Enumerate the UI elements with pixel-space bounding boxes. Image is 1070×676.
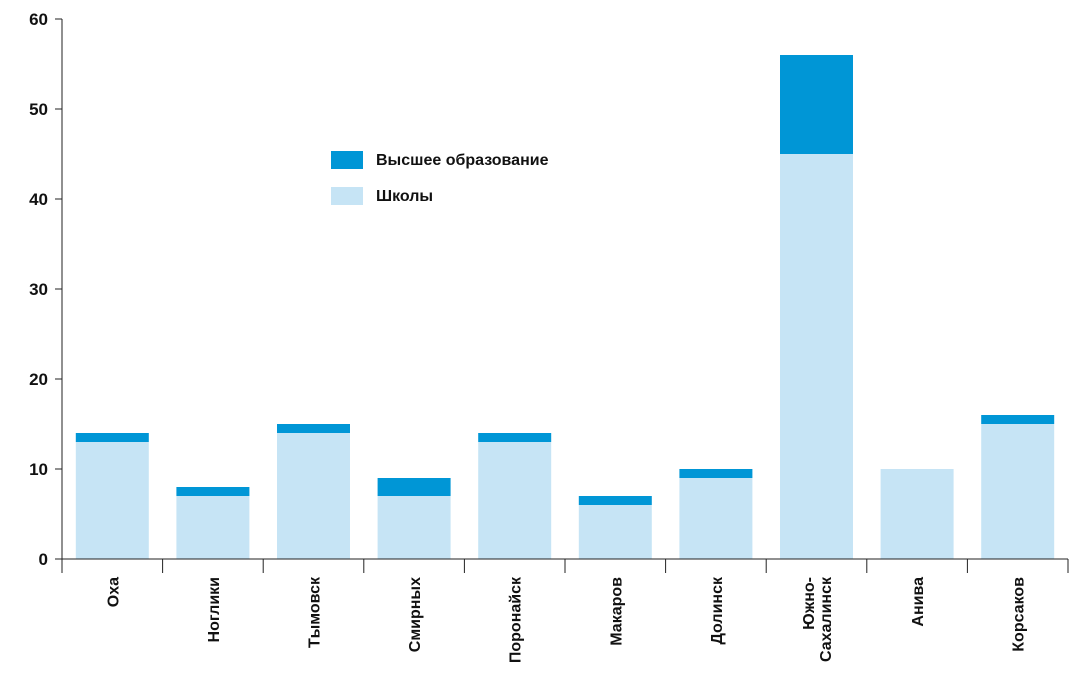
x-tick-label-line: Южно- xyxy=(801,577,818,630)
bar-segment-series-0-cat-3 xyxy=(377,496,451,559)
bar-segment-series-0-cat-8 xyxy=(880,469,954,559)
x-tick-label-line: Корсаков xyxy=(1011,577,1028,652)
bar-segment-series-1-cat-6 xyxy=(679,469,753,478)
x-tick-label-line: Смирных xyxy=(407,577,424,652)
legend: Высшее образование Школы xyxy=(331,151,549,205)
bar-segment-series-0-cat-2 xyxy=(277,433,350,559)
axes-layer: 0 10 20 30 40 50 60 Оха Ноглики Тымовск Смирных Пор… xyxy=(29,10,1069,663)
x-tick-label: Ноглики xyxy=(206,577,223,642)
bar-segment-series-1-cat-9 xyxy=(981,415,1055,424)
bar-segment-series-1-cat-2 xyxy=(277,424,350,433)
bar-segment-series-0-cat-7 xyxy=(780,154,853,559)
x-tick-label-line: Анива xyxy=(910,577,927,627)
bar-segment-series-0-cat-5 xyxy=(578,505,652,559)
legend-swatch xyxy=(331,187,363,205)
x-tick-label-line: Макаров xyxy=(608,577,625,646)
x-tick-label: Поронайск xyxy=(508,576,525,663)
x-tick-label: Смирных xyxy=(407,577,424,652)
legend-label: Школы xyxy=(376,188,433,205)
bar-segment-series-1-cat-1 xyxy=(176,487,250,496)
x-tick-label: Тымовск xyxy=(307,576,324,648)
bar-segment-series-0-cat-1 xyxy=(176,496,250,559)
x-tick-label: Макаров xyxy=(608,577,625,646)
x-tick-label: Оха xyxy=(105,577,122,607)
y-tick-label: 0 xyxy=(39,550,48,569)
legend-label: Высшее образование xyxy=(376,152,549,169)
bars-layer xyxy=(75,55,1055,559)
bar-segment-series-0-cat-6 xyxy=(679,478,753,559)
bar-segment-series-1-cat-3 xyxy=(377,478,451,496)
x-tick-label: Анива xyxy=(910,577,927,627)
x-tick-label-line: Долинск xyxy=(709,576,726,645)
x-tick-label-line: Сахалинск xyxy=(818,576,835,662)
x-tick-label: Долинск xyxy=(709,576,726,645)
legend-swatch xyxy=(331,151,363,169)
x-tick-label: Южно- Сахалинск xyxy=(801,576,835,662)
x-tick-label: Корсаков xyxy=(1011,577,1028,652)
y-tick-label: 20 xyxy=(29,370,48,389)
x-tick-label-line: Ноглики xyxy=(206,577,223,642)
bar-segment-series-1-cat-5 xyxy=(578,496,652,505)
x-tick-label-line: Оха xyxy=(105,577,122,607)
bar-segment-series-0-cat-9 xyxy=(981,424,1055,559)
bar-segment-series-0-cat-0 xyxy=(75,442,149,559)
bar-segment-series-1-cat-7 xyxy=(780,55,853,154)
y-tick-label: 30 xyxy=(29,280,48,299)
x-tick-label-line: Поронайск xyxy=(508,576,525,663)
bar-segment-series-1-cat-0 xyxy=(75,433,149,442)
bar-segment-series-0-cat-4 xyxy=(478,442,552,559)
x-tick-label-line: Тымовск xyxy=(307,576,324,648)
y-tick-label: 60 xyxy=(29,10,48,29)
y-tick-label: 10 xyxy=(29,460,48,479)
y-tick-label: 40 xyxy=(29,190,48,209)
bar-segment-series-1-cat-4 xyxy=(478,433,552,442)
y-tick-label: 50 xyxy=(29,100,48,119)
